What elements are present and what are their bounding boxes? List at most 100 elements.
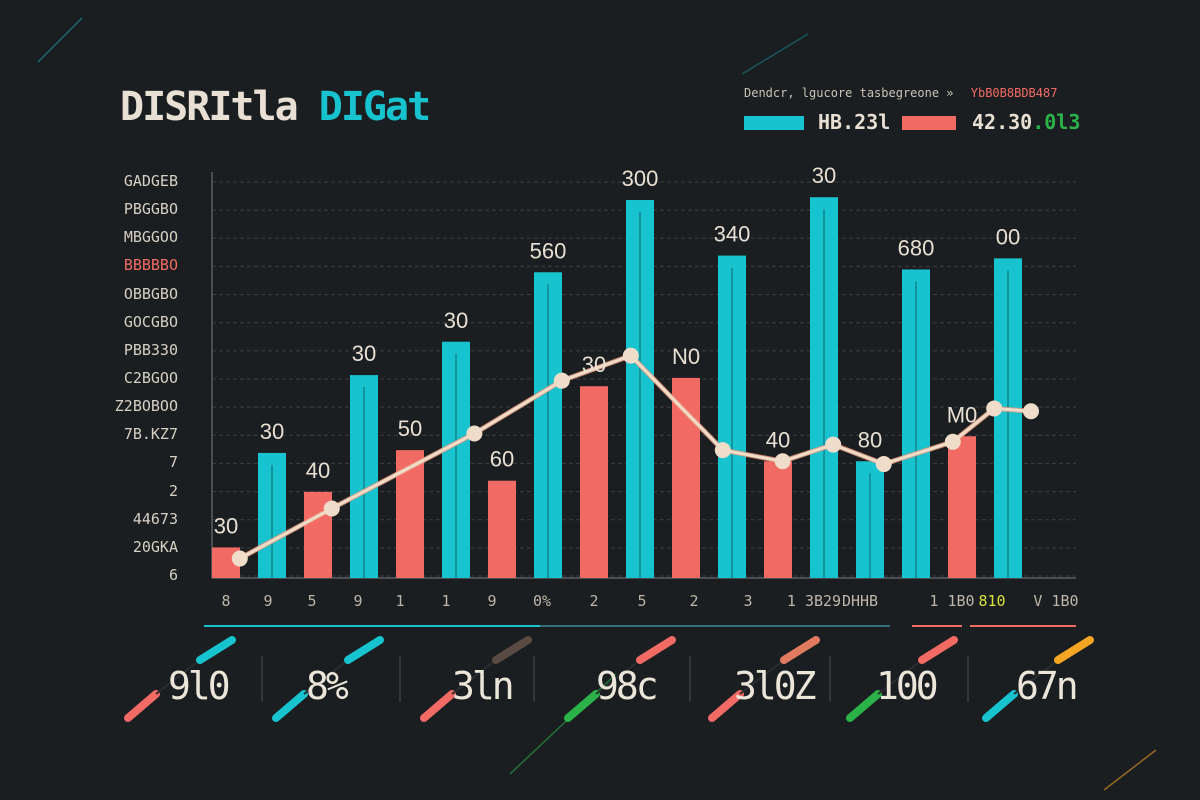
bar-value-label: 30: [260, 419, 284, 444]
x-tick-label: 9: [487, 592, 496, 610]
kpi-streak: [272, 690, 308, 722]
kpi-value: 67n: [1016, 664, 1079, 708]
trend-point: [774, 453, 791, 470]
trend-point: [466, 425, 483, 442]
kpi-value: 3l0Z: [734, 664, 816, 708]
kpi-value: 98c: [596, 664, 659, 708]
y-tick-label: BBBBBO: [123, 256, 178, 275]
bar-value-label: 60: [490, 447, 514, 472]
x-tick-label: V 1B0: [1033, 592, 1078, 610]
bar-value-label: 00: [996, 224, 1020, 249]
bar-value-label: 30: [352, 341, 376, 366]
legend-value-b-main: 42.30: [972, 110, 1033, 134]
bar-value-label: 80: [858, 427, 882, 452]
kpi-streak: [636, 636, 676, 664]
kpi-value: 9l0: [168, 664, 231, 708]
bar-value-label: 340: [714, 222, 751, 247]
y-tick-label: 6: [168, 566, 178, 584]
bar-red: [580, 386, 608, 578]
page-title: DISRItla DIGat: [120, 84, 431, 130]
x-tick-label: 1: [395, 592, 404, 610]
trend-point: [986, 400, 1003, 417]
x-tick-label: 1: [441, 592, 450, 610]
kpi-streak: [982, 690, 1018, 722]
legend-value-b: 42.30.0l3: [972, 110, 1080, 134]
kpi-streak-thin: [1013, 659, 1059, 695]
y-tick-label: PBB330: [123, 340, 178, 359]
x-tick-label: DHHB: [842, 592, 878, 610]
x-tick-label: 2: [589, 592, 598, 610]
y-tick-label: 44673: [132, 509, 178, 528]
legend-swatch-cyan: [744, 116, 804, 130]
bar-value-label: 680: [898, 235, 935, 260]
kpi-streak: [708, 690, 744, 722]
kpi-streak: [196, 636, 236, 664]
x-tick-label: 1 1B0: [929, 592, 974, 610]
kpi-streak: [124, 690, 160, 722]
trend-line: [239, 354, 1032, 560]
kpi-streak: [420, 690, 456, 722]
kpi-streak: [492, 636, 532, 664]
bar-red: [672, 377, 700, 578]
bar-red: [488, 480, 516, 578]
bar-value-label: 50: [398, 416, 422, 441]
bar-value-label: 30: [444, 308, 468, 333]
bar-red: [764, 461, 792, 578]
x-tick-label: 9: [353, 592, 362, 610]
y-tick-label: Z2BOBOO: [114, 397, 178, 416]
trend-point: [825, 436, 842, 453]
kpi-streak: [564, 690, 600, 722]
y-tick-label: OBBGBO: [123, 284, 178, 303]
decorative-streaks: [37, 17, 1157, 791]
bar-value-label: 560: [530, 238, 567, 263]
x-tick-label: 5: [637, 592, 646, 610]
x-tick-label: 9: [263, 592, 272, 610]
legend-caption-text: Dendcr, lgucore tasbegreone »: [744, 86, 954, 100]
kpi-streak-thin: [595, 659, 641, 695]
y-tick-label: 7: [168, 453, 178, 472]
kpi-streak: [918, 636, 958, 664]
kpi-streak: [846, 690, 882, 722]
kpi-streak: [344, 636, 384, 664]
trend-point: [231, 550, 248, 567]
x-tick-label: 3: [743, 592, 752, 610]
trend-point: [875, 456, 892, 473]
bar-red: [948, 436, 976, 578]
legend-value-a: HB.23l: [818, 110, 891, 134]
bar-value-label: 30: [812, 163, 836, 188]
kpi-streak-thin: [877, 659, 923, 695]
kpi-streak: [780, 636, 820, 664]
bar-value-label: 300: [622, 166, 659, 191]
bar-value-label: 30: [214, 513, 238, 538]
kpi-streak-thin: [739, 659, 785, 695]
kpi-streak-thin: [155, 659, 201, 695]
trend-point: [323, 500, 340, 517]
y-tick-label: MBGGOO: [123, 228, 178, 247]
trend-point: [553, 372, 570, 389]
y-tick-label: GADGEB: [123, 172, 178, 190]
bar-value-label: 40: [766, 427, 790, 452]
bar-value-label: M0: [947, 402, 978, 427]
trend-point: [714, 442, 731, 459]
title-part-1: DISRItla: [120, 84, 299, 130]
legend-value-b-suffix: .0l3: [1032, 110, 1081, 134]
trend-point: [1023, 403, 1039, 420]
kpi-value: 3ln: [452, 664, 515, 708]
x-tick-label: 2: [689, 592, 698, 610]
y-tick-label: GOCGBO: [123, 312, 178, 331]
y-tick-label: 7B.KZ7: [123, 425, 178, 444]
kpi-value: 8%: [306, 664, 349, 708]
kpi-streak-thin: [303, 659, 349, 695]
y-tick-label: 20GKA: [132, 537, 178, 556]
kpi-streak-thin: [451, 659, 497, 695]
bar-value-label: 30: [582, 352, 606, 377]
legend-caption-red: YbB0B8BDB487: [970, 86, 1058, 100]
kpi-streak: [1054, 636, 1094, 664]
x-tick-label: 810: [978, 592, 1005, 610]
bar-value-label: 40: [306, 458, 330, 483]
y-tick-label: 2: [168, 481, 178, 500]
kpi-value: 100: [876, 664, 939, 708]
y-tick-label: C2BGOO: [123, 369, 178, 387]
bar-value-label: N0: [672, 344, 700, 369]
